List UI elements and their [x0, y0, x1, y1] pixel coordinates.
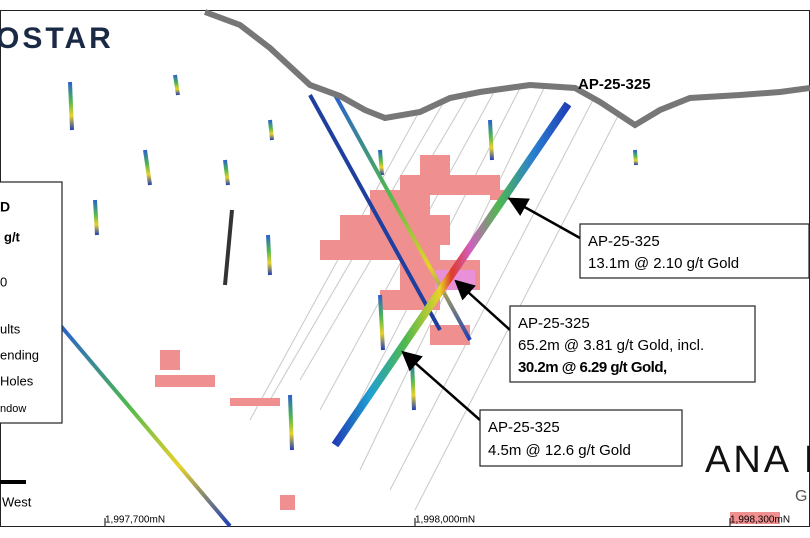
callout-title: AP-25-325: [488, 419, 560, 436]
callout-line: 4.5m @ 12.6 g/t Gold: [488, 442, 631, 459]
callout-line: 13.1m @ 2.10 g/t Gold: [588, 255, 739, 272]
callout: AP-25-325 4.5m @ 12.6 g/t Gold: [479, 409, 683, 467]
legend-line: ults: [0, 321, 21, 336]
legend-line: 0: [0, 274, 7, 289]
legend: D g/t 0 ults ending Holes ndow: [0, 181, 63, 424]
callout-line: 65.2m @ 3.81 g/t Gold, incl.: [518, 337, 704, 354]
callout: AP-25-325 65.2m @ 3.81 g/t Gold, incl. 3…: [509, 305, 756, 383]
callout: AP-25-325 13.1m @ 2.10 g/t Gold: [579, 223, 810, 279]
logo: OSTAR: [0, 22, 114, 55]
hole-ap-25-325: [331, 101, 572, 448]
northing-axis: 1,997,700mN 1,998,000mN 1,998,300mN: [104, 515, 790, 526]
hole-label: AP-25-325: [578, 76, 651, 93]
legend-line: Holes: [0, 373, 34, 388]
northing-label: 1,997,700mN: [105, 515, 165, 526]
legend-line: ending: [0, 347, 39, 362]
legend-line: ndow: [0, 403, 26, 415]
callout-arrow: [401, 350, 481, 421]
callout-line: 30.2m @ 6.29 g/t Gold,: [518, 359, 667, 376]
topography: [203, 9, 810, 129]
company-name: ANA I: [705, 439, 810, 481]
legend-line: g/t: [4, 229, 21, 244]
callout-title: AP-25-325: [518, 315, 590, 332]
mineralized-zones: [155, 155, 780, 524]
callout-arrow: [454, 279, 511, 331]
company-sub: G: [795, 488, 807, 505]
callout-arrow: [507, 197, 581, 240]
drill-holes: [58, 74, 638, 528]
direction-label: West: [2, 494, 32, 509]
northing-label: 1,998,000mN: [415, 515, 475, 526]
legend-line: D: [0, 199, 10, 215]
northing-label: 1,998,300mN: [730, 515, 790, 526]
callout-title: AP-25-325: [588, 233, 660, 250]
